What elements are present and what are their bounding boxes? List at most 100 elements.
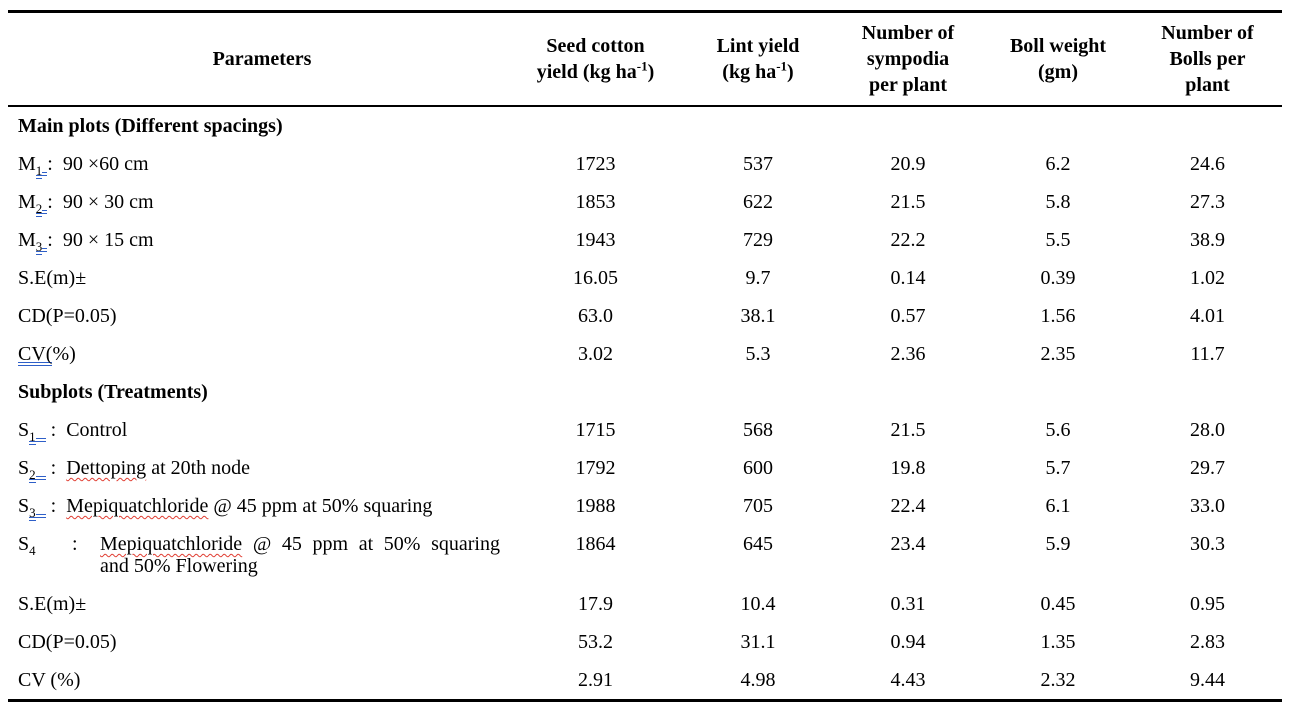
cell-value: 29.7 bbox=[1190, 457, 1225, 479]
justified-line: Mepiquatchloride @ 45 ppm at 50% squarin… bbox=[100, 533, 500, 555]
table-row: S3 : Mepiquatchloride @ 45 ppm at 50% sq… bbox=[8, 487, 1282, 525]
cell-value: 22.2 bbox=[890, 229, 926, 251]
cell-value: 23.4 bbox=[890, 533, 926, 555]
row-label: S1 : Control bbox=[8, 411, 508, 449]
empty-cell bbox=[508, 106, 683, 145]
cell-value: 38.1 bbox=[740, 305, 776, 327]
table-row: CV(%) 3.02 5.3 2.36 2.35 11.7 bbox=[8, 335, 1282, 373]
row-label: M2 : 90 × 30 cm bbox=[8, 183, 508, 221]
results-table: Parameters Seed cotton yield (kg ha-1) Lin… bbox=[8, 10, 1282, 702]
cell-value: 0.14 bbox=[890, 267, 926, 289]
cell-value: 6.2 bbox=[1045, 153, 1071, 175]
column-header: Lint yield (kg ha-1) bbox=[683, 11, 833, 107]
cell-value: 4.98 bbox=[740, 669, 776, 691]
text-run: 4 bbox=[29, 543, 36, 558]
cell-value: 1.56 bbox=[1040, 305, 1076, 327]
cell-value: 729 bbox=[743, 229, 773, 251]
table-row: M3 : 90 × 15 cm 1943 729 22.2 5.5 38.9 bbox=[8, 221, 1282, 259]
cell-value: 53.2 bbox=[578, 631, 613, 653]
table-header: Parameters Seed cotton yield (kg ha-1) Lin… bbox=[8, 11, 1282, 107]
cell-value: 1.35 bbox=[1040, 631, 1076, 653]
table-row: M2 : 90 × 30 cm 1853 622 21.5 5.8 27.3 bbox=[8, 183, 1282, 221]
row-label: CD(P=0.05) bbox=[8, 623, 508, 661]
empty-cell bbox=[983, 373, 1133, 411]
misspelled-word: Mepiquatchloride bbox=[100, 533, 243, 555]
cell-value: 1723 bbox=[575, 153, 616, 175]
cell-value: 1.02 bbox=[1190, 267, 1225, 289]
text-run: CD(P=0.05) bbox=[18, 631, 117, 653]
row-label: S3 : Mepiquatchloride @ 45 ppm at 50% sq… bbox=[8, 487, 508, 525]
row-label-wrapped: S4: Mepiquatchloride @ 45 ppm at 50% squa… bbox=[18, 533, 504, 577]
cell-value: 1715 bbox=[575, 419, 616, 441]
grammar-flagged-text bbox=[35, 457, 46, 480]
text-run: : bbox=[45, 495, 67, 517]
grammar-flagged-text: 1 bbox=[29, 429, 36, 444]
empty-cell bbox=[683, 373, 833, 411]
text-run: ) bbox=[787, 61, 794, 83]
text-run: Control bbox=[66, 419, 128, 441]
grammar-flagged-text bbox=[42, 229, 48, 252]
empty-cell bbox=[983, 106, 1133, 145]
cell-value: 6.1 bbox=[1045, 495, 1071, 517]
treatment-description: Mepiquatchloride @ 45 ppm at 50% squarin… bbox=[100, 533, 504, 577]
cell-value: 21.5 bbox=[890, 191, 926, 213]
text-run: : bbox=[45, 457, 67, 479]
text-run: Number of Bolls per plant bbox=[1161, 22, 1254, 96]
text-run: Number of sympodia per plant bbox=[861, 22, 955, 96]
cell-value: 5.5 bbox=[1045, 229, 1071, 251]
text-run: Main plots (Different spacings) bbox=[18, 115, 283, 137]
grammar-flagged-text: 1 bbox=[35, 163, 43, 178]
text-run: 90 ×60 cm bbox=[62, 153, 149, 175]
empty-cell bbox=[1133, 106, 1282, 145]
misspelled-word: Mepiquatchloride bbox=[66, 495, 209, 517]
cell-value: 2.36 bbox=[890, 343, 926, 365]
cell-value: 17.9 bbox=[578, 593, 613, 615]
text-run: S bbox=[18, 419, 30, 441]
column-header: Number of Bolls per plant bbox=[1133, 11, 1282, 107]
cell-value: 20.9 bbox=[890, 153, 926, 175]
row-label: Subplots (Treatments) bbox=[8, 373, 508, 411]
text-run: @ 45 ppm at 50% squaring bbox=[242, 533, 500, 555]
text-run: CD(P=0.05) bbox=[18, 305, 117, 327]
row-label: S.E(m)± bbox=[8, 585, 508, 623]
cell-value: 4.01 bbox=[1190, 305, 1225, 327]
row-label: S.E(m)± bbox=[8, 259, 508, 297]
text-run: : bbox=[45, 419, 67, 441]
cell-value: 11.7 bbox=[1190, 343, 1225, 365]
empty-cell bbox=[508, 373, 683, 411]
cell-value: 568 bbox=[743, 419, 773, 441]
cell-value: 0.57 bbox=[890, 305, 926, 327]
table-row: M1 : 90 ×60 cm 1723 537 20.9 6.2 24.6 bbox=[8, 145, 1282, 183]
text-run: at 20th node bbox=[146, 457, 251, 479]
text-run: Boll weight (gm) bbox=[1009, 35, 1107, 83]
text-run: S bbox=[18, 533, 30, 555]
text-run: : bbox=[47, 153, 63, 175]
text-run: CV (%) bbox=[18, 669, 81, 691]
section-row: Subplots (Treatments) bbox=[8, 373, 1282, 411]
table-row: S2 : Dettoping at 20th node 1792 600 19.8 5.… bbox=[8, 449, 1282, 487]
grammar-flagged-text bbox=[42, 153, 48, 176]
cell-value: 16.05 bbox=[573, 267, 618, 289]
row-label: M3 : 90 × 15 cm bbox=[8, 221, 508, 259]
column-header: Number of sympodia per plant bbox=[833, 11, 983, 107]
header-row: Parameters Seed cotton yield (kg ha-1) Lin… bbox=[8, 11, 1282, 107]
cell-value: 0.45 bbox=[1040, 593, 1076, 615]
cell-value: 1864 bbox=[575, 533, 616, 555]
text-run: Seed cotton yield (kg ha bbox=[536, 35, 645, 83]
grammar-flagged-text bbox=[42, 191, 48, 214]
cell-value: 5.9 bbox=[1045, 533, 1071, 555]
cell-value: 1943 bbox=[575, 229, 616, 251]
cell-value: 22.4 bbox=[890, 495, 926, 517]
misspelled-word: Dettoping bbox=[66, 457, 147, 479]
table-row: CV (%) 2.91 4.98 4.43 2.32 9.44 bbox=[8, 661, 1282, 701]
cell-value: 63.0 bbox=[578, 305, 613, 327]
empty-cell bbox=[683, 106, 833, 145]
table-row: CD(P=0.05) 53.2 31.1 0.94 1.35 2.83 bbox=[8, 623, 1282, 661]
table-body: Main plots (Different spacings) M1 : 90 ×… bbox=[8, 106, 1282, 701]
row-label: CV (%) bbox=[8, 661, 508, 701]
cell-value: 2.35 bbox=[1040, 343, 1076, 365]
text-run: : bbox=[47, 229, 63, 251]
row-label: Main plots (Different spacings) bbox=[8, 106, 508, 145]
cell-value: 600 bbox=[743, 457, 773, 479]
text-run: S bbox=[18, 495, 30, 517]
